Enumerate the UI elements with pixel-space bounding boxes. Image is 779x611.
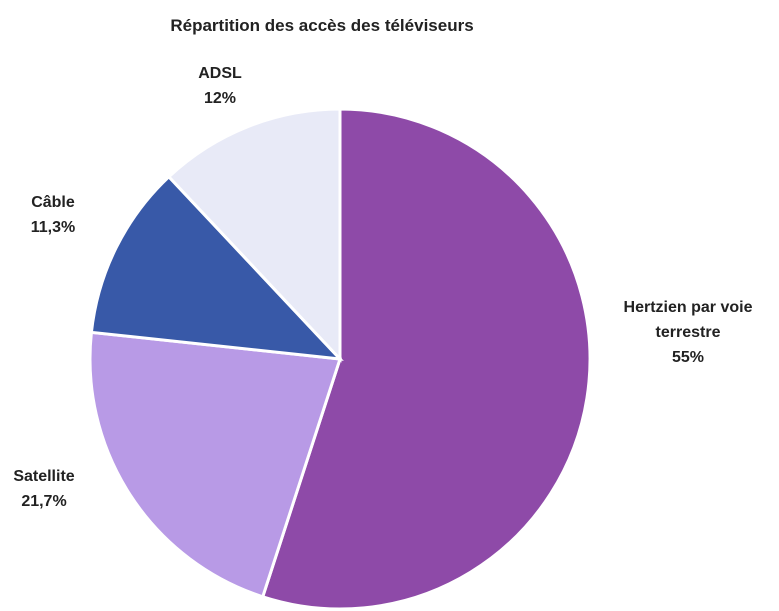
- pie-slice-satellite: [88, 330, 342, 599]
- slices-layer: [88, 107, 592, 611]
- pie-slice-adsl: [166, 107, 342, 363]
- slice-label-line: 12%: [204, 90, 236, 107]
- slice-label-line: Satellite: [13, 468, 74, 485]
- slice-label-hertzien-par-voie-terrestre: Hertzien par voie terrestre 55%: [624, 299, 753, 366]
- slice-label-line: Hertzien par voie: [624, 299, 753, 316]
- slice-label-adsl: ADSL 12%: [198, 65, 242, 107]
- slice-label-line: ADSL: [198, 65, 242, 82]
- chart-title: Répartition des accès des téléviseurs: [170, 16, 473, 35]
- pie-slice-c-ble: [89, 174, 344, 361]
- slice-label-c-ble: Câble 11,3%: [31, 194, 75, 236]
- pie-slice-hertzien-par-voie-terrestre: [260, 107, 592, 611]
- slice-label-line: 55%: [672, 349, 704, 366]
- slice-label-line: 21,7%: [21, 493, 66, 510]
- slice-label-line: 11,3%: [31, 219, 75, 236]
- slice-label-line: terrestre: [656, 324, 721, 341]
- slice-label-line: Câble: [31, 194, 75, 211]
- labels-layer: Hertzien par voie terrestre 55% Satellite 21…: [13, 65, 752, 510]
- slice-label-satellite: Satellite 21,7%: [13, 468, 74, 510]
